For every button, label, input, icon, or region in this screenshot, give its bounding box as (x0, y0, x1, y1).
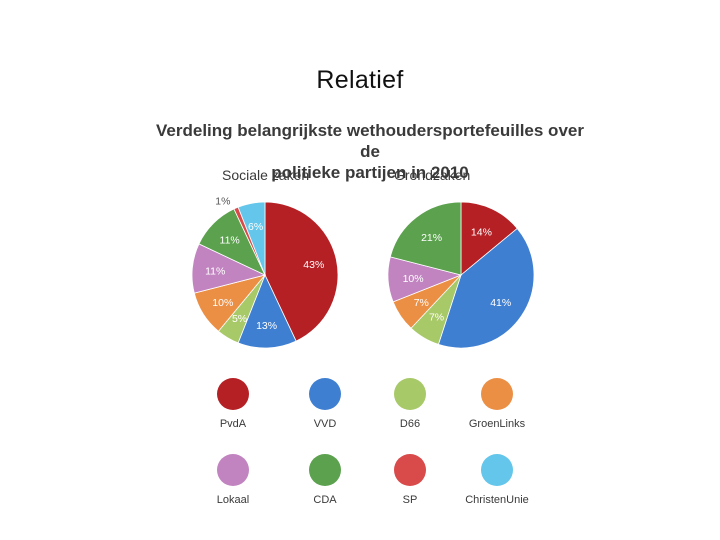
pie-title-grondzaken: Grondzaken (394, 167, 471, 183)
legend-item-christenunie: ChristenUnie (442, 454, 552, 506)
legend-label: GroenLinks (468, 418, 526, 430)
legend-item-cda: CDA (270, 454, 380, 506)
legend-label: D66 (399, 418, 421, 430)
pie-slice-0-pvda (264, 201, 339, 342)
legend-swatch (394, 378, 426, 410)
legend-swatch (309, 454, 341, 486)
legend-item-d66: D66 (355, 378, 465, 430)
legend-label: Lokaal (216, 494, 250, 506)
pie-label-0-groenlinks: 10% (212, 297, 233, 309)
pie-label-0-vvd: 13% (256, 320, 277, 332)
pie-label-0-d66: 5% (232, 313, 247, 325)
legend-swatch (217, 378, 249, 410)
pie-slice-0-christenunie (237, 201, 266, 276)
legend-label: SP (402, 494, 418, 506)
pie-label-1-d66: 7% (429, 311, 444, 323)
legend-swatch (309, 378, 341, 410)
pie-label-1-vvd: 41% (490, 297, 511, 309)
pie-label-1-groenlinks: 7% (414, 297, 429, 309)
legend-swatch (394, 454, 426, 486)
legend-item-sp: SP (355, 454, 465, 506)
legend-label: VVD (313, 418, 337, 430)
chart-title-line2: politieke partijen in 2010 (271, 163, 469, 182)
legend-item-groenlinks: GroenLinks (442, 378, 552, 430)
legend-item-vvd: VVD (270, 378, 380, 430)
pie-label-0-lokaal: 11% (205, 265, 225, 277)
legend-swatch (481, 454, 513, 486)
pie-label-1-cda: 21% (421, 232, 442, 244)
pie-slice-1-vvd (437, 227, 535, 349)
pie-label-0-cda: 11% (220, 235, 240, 247)
legend-swatch (217, 454, 249, 486)
pie-title-sociale-zaken: Sociale zaken (222, 167, 310, 183)
legend-item-lokaal: Lokaal (178, 454, 288, 506)
legend-item-pvda: PvdA (178, 378, 288, 430)
pie-slice-1-pvda (460, 201, 518, 276)
chart-title: Verdeling belangrijkste wethoudersportef… (150, 120, 590, 183)
pie-label-1-pvda: 14% (471, 227, 492, 239)
legend-label: CDA (313, 494, 337, 506)
pie-label-0-pvda: 43% (303, 259, 324, 271)
pie-slice-0-vvd (237, 273, 297, 349)
slide-title: Relatief (316, 66, 404, 94)
legend-label: ChristenUnie (465, 494, 529, 506)
legend-label: PvdA (219, 418, 247, 430)
pie-slice-1-cda (389, 201, 462, 276)
pie-label-1-lokaal: 10% (403, 273, 424, 285)
chart-title-line1: Verdeling belangrijkste wethoudersportef… (156, 121, 584, 161)
legend-swatch (481, 378, 513, 410)
pie-label-0-sp: 1% (215, 196, 230, 208)
pie-label-0-christenunie: 6% (248, 221, 263, 233)
